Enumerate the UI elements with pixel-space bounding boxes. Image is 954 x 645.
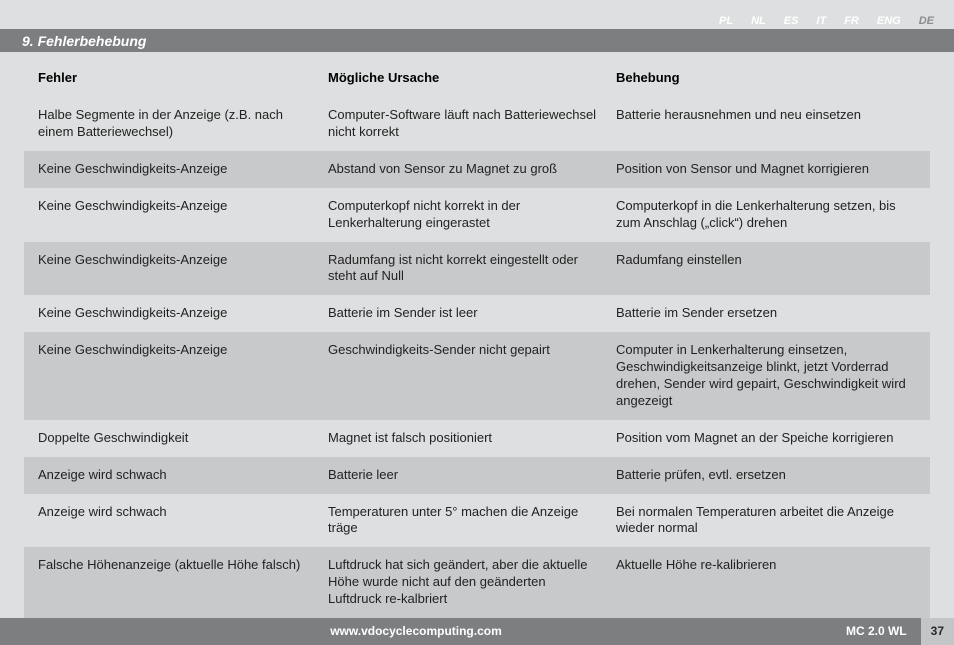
cell-behebung: Batterie im Sender ersetzen	[616, 305, 916, 322]
cell-ursache: Geschwindigkeits-Sender nicht gepairt	[328, 342, 616, 410]
cell-ursache: Magnet ist falsch positioniert	[328, 430, 616, 447]
table-row: Falsche Höhenanzeige (aktuelle Höhe fals…	[24, 547, 930, 618]
table-row: Doppelte GeschwindigkeitMagnet ist falsc…	[24, 420, 930, 457]
cell-behebung: Computer in Lenkerhalterung einsetzen, G…	[616, 342, 916, 410]
column-header-behebung: Behebung	[616, 70, 916, 87]
table-row: Anzeige wird schwachBatterie leerBatteri…	[24, 457, 930, 494]
cell-behebung: Position vom Magnet an der Speiche korri…	[616, 430, 916, 447]
cell-ursache: Computer-Software läuft nach Batteriewec…	[328, 107, 616, 141]
lang-fr[interactable]: FR	[844, 15, 859, 27]
cell-fehler: Falsche Höhenanzeige (aktuelle Höhe fals…	[38, 557, 328, 608]
section-title-bar: 9. Fehlerbehebung	[0, 29, 954, 52]
lang-pl[interactable]: PL	[719, 15, 733, 27]
table-row: Halbe Segmente in der Anzeige (z.B. nach…	[24, 97, 930, 151]
section-title: 9. Fehlerbehebung	[22, 33, 146, 49]
cell-ursache: Abstand von Sensor zu Magnet zu groß	[328, 161, 616, 178]
column-header-ursache: Mögliche Ursache	[328, 70, 616, 87]
lang-de[interactable]: DE	[919, 15, 934, 27]
cell-behebung: Radumfang einstellen	[616, 252, 916, 286]
cell-fehler: Anzeige wird schwach	[38, 504, 328, 538]
cell-behebung: Batterie prüfen, evtl. ersetzen	[616, 467, 916, 484]
cell-fehler: Keine Geschwindigkeits-Anzeige	[38, 198, 328, 232]
table-header-row: Fehler Mögliche Ursache Behebung	[24, 70, 930, 97]
cell-fehler: Keine Geschwindigkeits-Anzeige	[38, 342, 328, 410]
language-bar: PL NL ES IT FR ENG DE	[0, 0, 954, 29]
cell-behebung: Computerkopf in die Lenkerhalterung setz…	[616, 198, 916, 232]
cell-ursache: Radumfang ist nicht korrekt eingestellt …	[328, 252, 616, 286]
table-row: Keine Geschwindigkeits-AnzeigeBatterie i…	[24, 295, 930, 332]
page-footer: www.vdocyclecomputing.com MC 2.0 WL 37	[0, 618, 954, 645]
footer-url: www.vdocyclecomputing.com	[0, 624, 832, 638]
lang-eng[interactable]: ENG	[877, 15, 901, 27]
lang-nl[interactable]: NL	[751, 15, 766, 27]
cell-ursache: Batterie im Sender ist leer	[328, 305, 616, 322]
footer-product: MC 2.0 WL	[832, 624, 921, 638]
table-row: Keine Geschwindigkeits-AnzeigeAbstand vo…	[24, 151, 930, 188]
footer-page-number: 37	[921, 618, 954, 645]
column-header-fehler: Fehler	[38, 70, 328, 87]
cell-fehler: Anzeige wird schwach	[38, 467, 328, 484]
cell-behebung: Position von Sensor und Magnet korrigier…	[616, 161, 916, 178]
cell-fehler: Keine Geschwindigkeits-Anzeige	[38, 305, 328, 322]
table-row: Keine Geschwindigkeits-AnzeigeRadumfang …	[24, 242, 930, 296]
cell-fehler: Halbe Segmente in der Anzeige (z.B. nach…	[38, 107, 328, 141]
cell-ursache: Temperaturen unter 5° machen die Anzeige…	[328, 504, 616, 538]
cell-ursache: Computerkopf nicht korrekt in der Lenker…	[328, 198, 616, 232]
table-body: Halbe Segmente in der Anzeige (z.B. nach…	[24, 97, 930, 618]
cell-behebung: Aktuelle Höhe re-kalibrieren	[616, 557, 916, 608]
content-area: Fehler Mögliche Ursache Behebung Halbe S…	[0, 52, 954, 618]
cell-fehler: Keine Geschwindigkeits-Anzeige	[38, 161, 328, 178]
cell-ursache: Batterie leer	[328, 467, 616, 484]
cell-ursache: Luftdruck hat sich geändert, aber die ak…	[328, 557, 616, 608]
table-row: Anzeige wird schwachTemperaturen unter 5…	[24, 494, 930, 548]
language-list: PL NL ES IT FR ENG DE	[719, 15, 934, 27]
table-row: Keine Geschwindigkeits-AnzeigeComputerko…	[24, 188, 930, 242]
cell-fehler: Keine Geschwindigkeits-Anzeige	[38, 252, 328, 286]
table-row: Keine Geschwindigkeits-AnzeigeGeschwindi…	[24, 332, 930, 420]
lang-it[interactable]: IT	[816, 15, 826, 27]
lang-es[interactable]: ES	[784, 15, 799, 27]
cell-behebung: Bei normalen Temperaturen arbeitet die A…	[616, 504, 916, 538]
cell-fehler: Doppelte Geschwindigkeit	[38, 430, 328, 447]
cell-behebung: Batterie herausnehmen und neu einsetzen	[616, 107, 916, 141]
